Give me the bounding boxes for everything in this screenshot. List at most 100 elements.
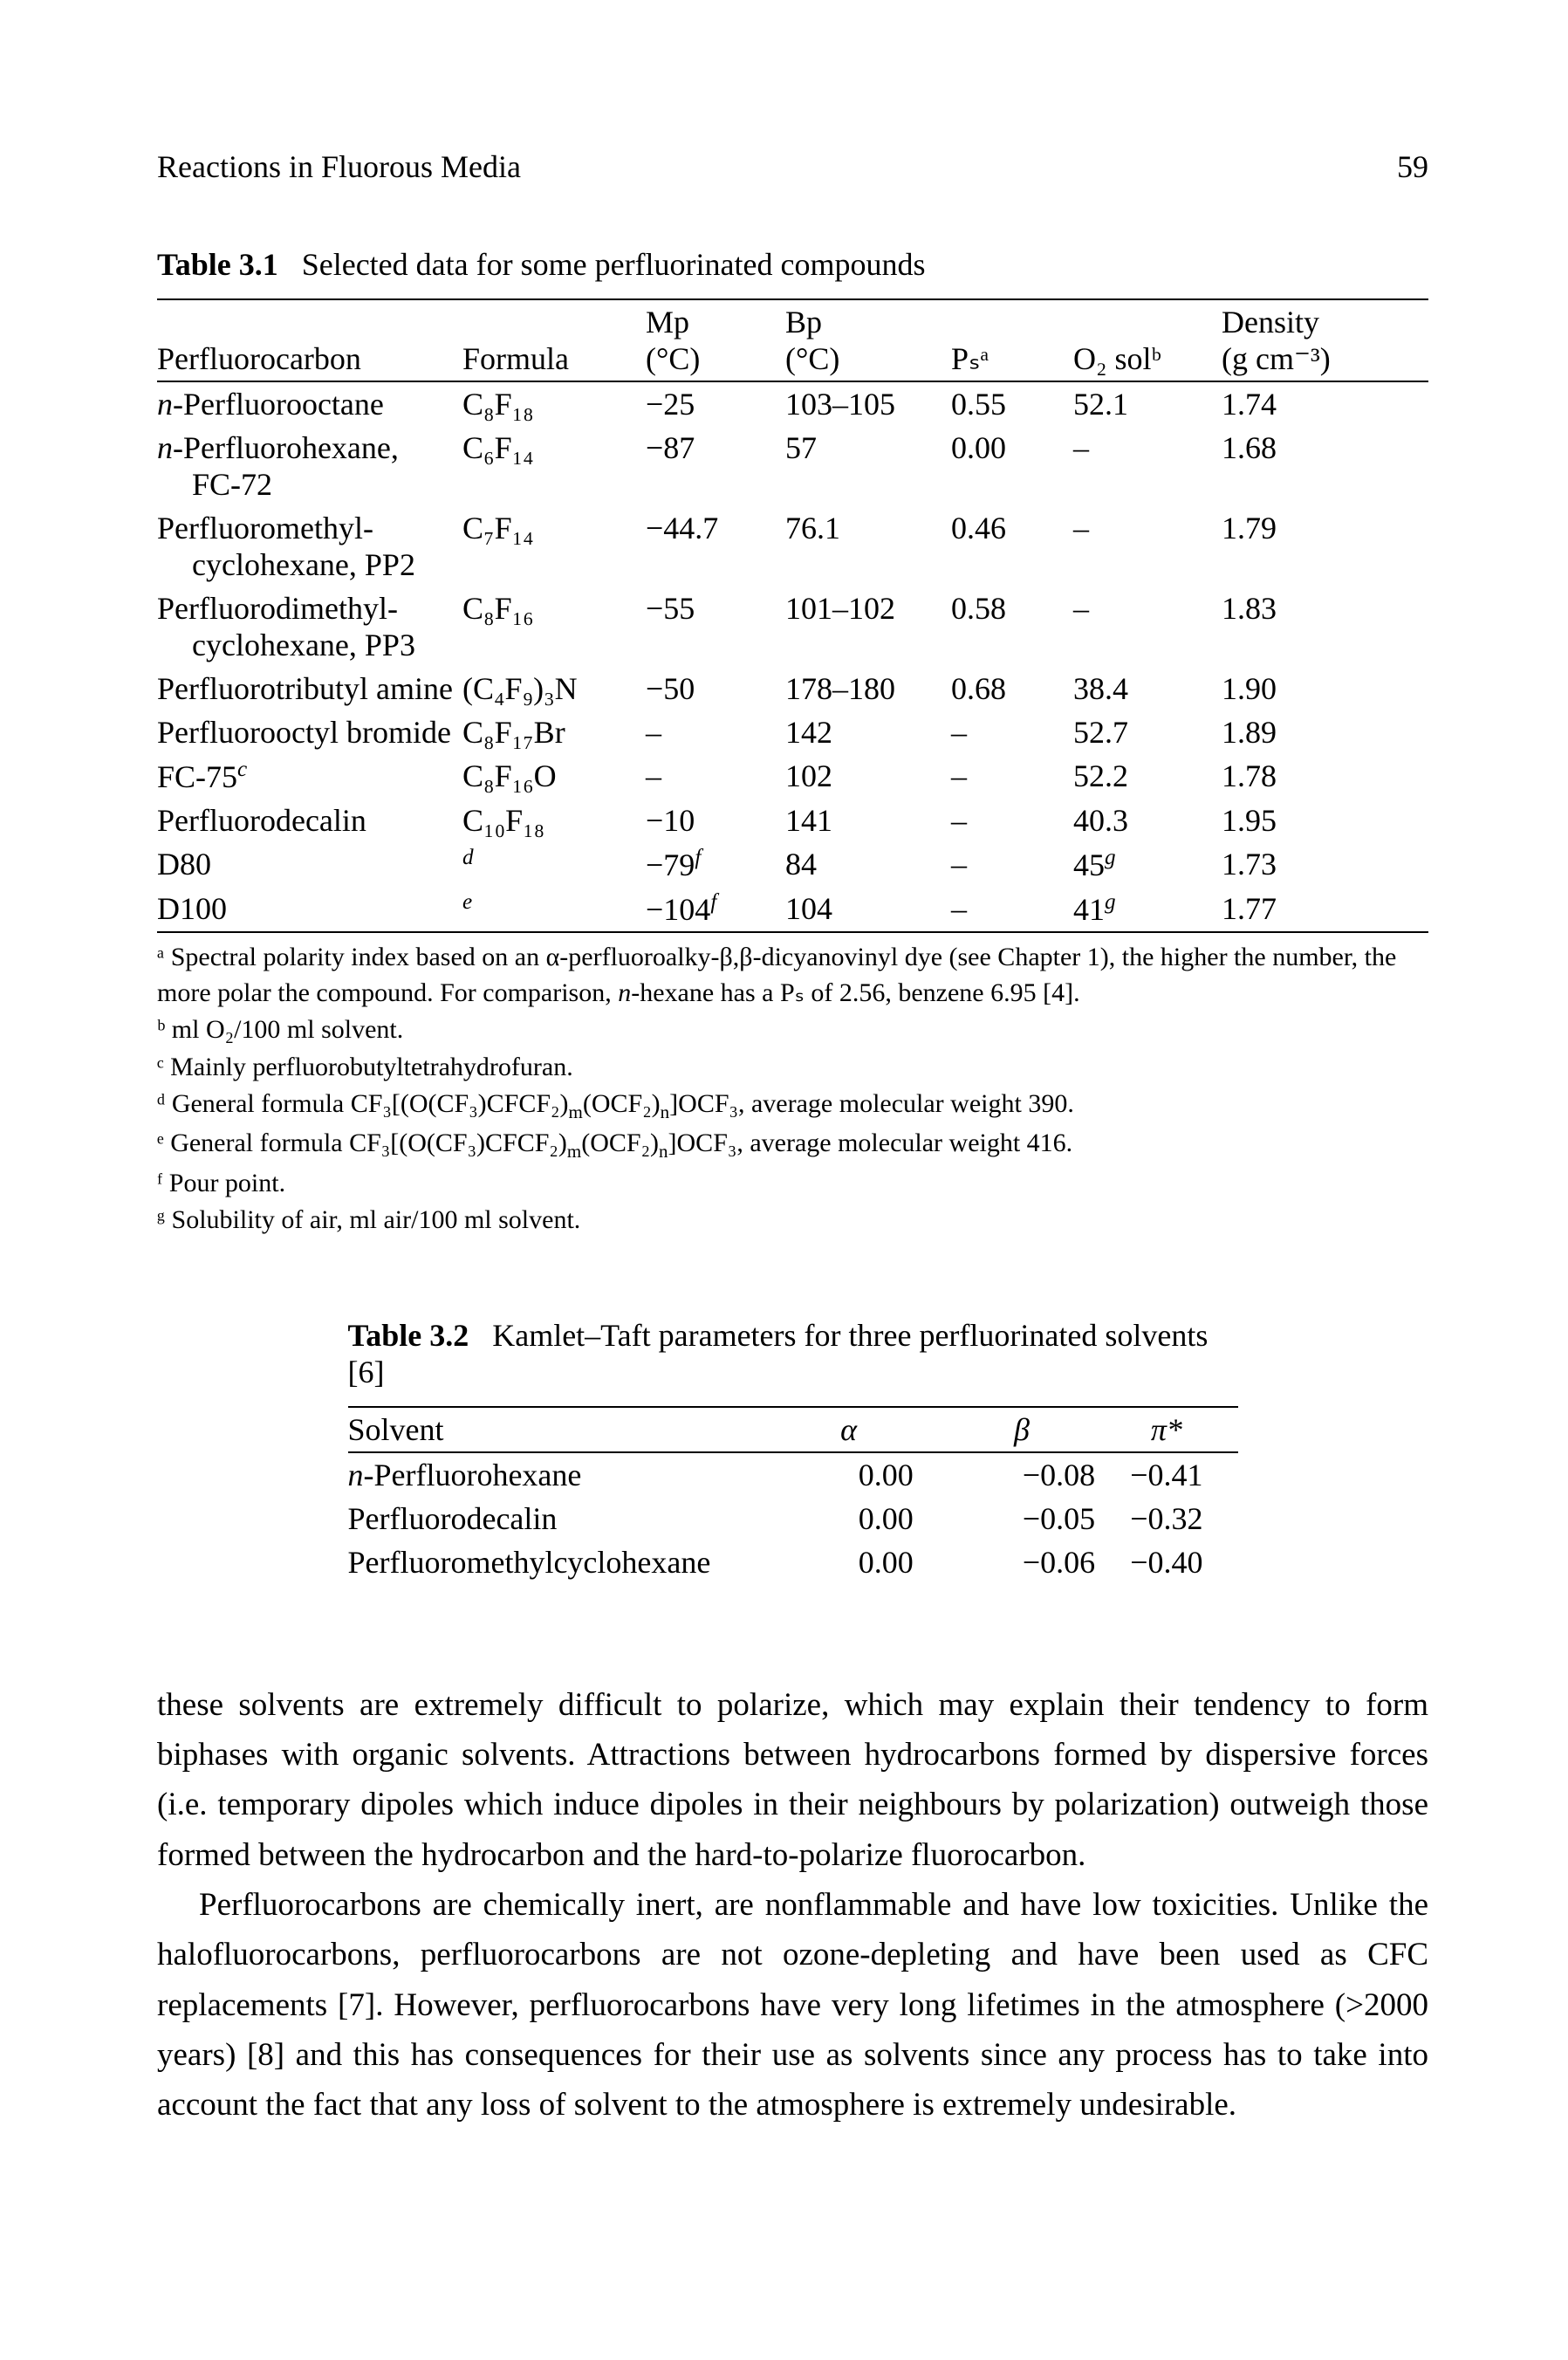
t1-ps: – (951, 799, 1073, 842)
footnote: ᶠ Pour point. (157, 1166, 1428, 1202)
t1-ps: 0.58 (951, 587, 1073, 667)
t1-ps: 0.55 (951, 381, 1073, 426)
t1-dens: 1.95 (1222, 799, 1428, 842)
t1-formula: d (462, 842, 646, 887)
t2-a: 0.00 (784, 1540, 948, 1584)
t1-mp: – (646, 754, 785, 799)
t1-mp: −25 (646, 381, 785, 426)
table1-caption: Table 3.1 Selected data for some perfluo… (157, 246, 1428, 283)
t2-p: −0.32 (1130, 1497, 1237, 1540)
t1-name: Perfluorooctyl bromide (157, 710, 462, 754)
t2-h2: β (948, 1407, 1130, 1452)
t1-dens: 1.77 (1222, 887, 1428, 932)
t2-name: Perfluoromethylcyclohexane (348, 1540, 784, 1584)
table2: Solvent α β π* n-Perfluorohexane0.00−0.0… (348, 1406, 1238, 1584)
t1-ps: – (951, 887, 1073, 932)
t1-dens: 1.78 (1222, 754, 1428, 799)
table2-caption-text: Kamlet–Taft parameters for three perfluo… (348, 1318, 1209, 1389)
table1-caption-text: Selected data for some perfluorinated co… (302, 247, 926, 282)
table-row: n-Perfluorohexane0.00−0.08−0.41 (348, 1452, 1238, 1497)
t1-dens: 1.83 (1222, 587, 1428, 667)
table-row: D80d−79f84–45g1.73 (157, 842, 1428, 887)
t1-mp: −10 (646, 799, 785, 842)
t2-b: −0.06 (948, 1540, 1130, 1584)
t2-h0: Solvent (348, 1407, 784, 1452)
footnote: ᵃ Spectral polarity index based on an α-… (157, 940, 1428, 1011)
footnote: ᵇ ml O₂/100 ml solvent. (157, 1012, 1428, 1048)
table-row: Perfluorooctyl bromideC₈F₁₇Br–142–52.71.… (157, 710, 1428, 754)
table-row: FC-75cC₈F₁₆O–102–52.21.78 (157, 754, 1428, 799)
table-row: Perfluorodimethyl-cyclohexane, PP3C₈F₁₆−… (157, 587, 1428, 667)
t2-name: Perfluorodecalin (348, 1497, 784, 1540)
t1-name: Perfluorodimethyl-cyclohexane, PP3 (157, 587, 462, 667)
t2-b: −0.05 (948, 1497, 1130, 1540)
t1-h1: Formula (462, 299, 646, 381)
t1-bp: 57 (785, 426, 951, 506)
t1-ps: – (951, 710, 1073, 754)
t1-dens: 1.73 (1222, 842, 1428, 887)
table-row: n-Perfluorohexane,FC-72C₆F₁₄−87570.00–1.… (157, 426, 1428, 506)
t1-bp: 103–105 (785, 381, 951, 426)
t1-bp: 84 (785, 842, 951, 887)
table-row: Perfluoromethylcyclohexane0.00−0.06−0.40 (348, 1540, 1238, 1584)
t1-h0: Perfluorocarbon (157, 299, 462, 381)
t1-ps: – (951, 842, 1073, 887)
t1-formula: C₆F₁₄ (462, 426, 646, 506)
footnote: ᵍ Solubility of air, ml air/100 ml solve… (157, 1203, 1428, 1238)
t1-name: Perfluorotributyl amine (157, 667, 462, 710)
table-row: Perfluorodecalin0.00−0.05−0.32 (348, 1497, 1238, 1540)
table2-label: Table 3.2 (348, 1318, 469, 1353)
t1-o2: 45g (1073, 842, 1222, 887)
t1-name: D80 (157, 842, 462, 887)
body-text: these solvents are extremely difficult t… (157, 1680, 1428, 2130)
t2-name: n-Perfluorohexane (348, 1452, 784, 1497)
table1-label: Table 3.1 (157, 247, 278, 282)
running-head-left: Reactions in Fluorous Media (157, 148, 521, 185)
t1-dens: 1.89 (1222, 710, 1428, 754)
t2-h1: α (784, 1407, 948, 1452)
t1-o2: – (1073, 426, 1222, 506)
table2-caption: Table 3.2 Kamlet–Taft parameters for thr… (348, 1317, 1238, 1390)
t1-ps: – (951, 754, 1073, 799)
t1-bp: 101–102 (785, 587, 951, 667)
t1-dens: 1.90 (1222, 667, 1428, 710)
t2-p: −0.41 (1130, 1452, 1237, 1497)
t1-name: Perfluorodecalin (157, 799, 462, 842)
t1-name: FC-75c (157, 754, 462, 799)
t2-p: −0.40 (1130, 1540, 1237, 1584)
page-number: 59 (1397, 148, 1428, 185)
t1-formula: C₈F₁₆ (462, 587, 646, 667)
t1-name: D100 (157, 887, 462, 932)
t1-formula: (C₄F₉)₃N (462, 667, 646, 710)
table-row: PerfluorodecalinC₁₀F₁₈−10141–40.31.95 (157, 799, 1428, 842)
t2-h3: π* (1130, 1407, 1237, 1452)
t1-mp: −104f (646, 887, 785, 932)
table-row: D100e−104f104–41g1.77 (157, 887, 1428, 932)
t1-mp: −79f (646, 842, 785, 887)
t1-h3: Bp(°C) (785, 299, 951, 381)
t1-mp: −44.7 (646, 506, 785, 587)
t1-o2: 52.2 (1073, 754, 1222, 799)
t1-ps: 0.00 (951, 426, 1073, 506)
t1-name: n-Perfluorooctane (157, 381, 462, 426)
t1-bp: 102 (785, 754, 951, 799)
t1-formula: e (462, 887, 646, 932)
t2-b: −0.08 (948, 1452, 1130, 1497)
t2-a: 0.00 (784, 1452, 948, 1497)
table-row: Perfluorotributyl amine(C₄F₉)₃N−50178–18… (157, 667, 1428, 710)
t1-mp: −87 (646, 426, 785, 506)
t1-o2: 52.1 (1073, 381, 1222, 426)
t1-o2: 52.7 (1073, 710, 1222, 754)
t1-o2: 38.4 (1073, 667, 1222, 710)
table-row: Perfluoromethyl-cyclohexane, PP2C₇F₁₄−44… (157, 506, 1428, 587)
t1-mp: −55 (646, 587, 785, 667)
t1-dens: 1.68 (1222, 426, 1428, 506)
t1-h5: O₂ solᵇ (1073, 299, 1222, 381)
t1-ps: 0.46 (951, 506, 1073, 587)
paragraph-2: Perfluorocarbons are chemically inert, a… (157, 1880, 1428, 2130)
t1-ps: 0.68 (951, 667, 1073, 710)
t1-dens: 1.74 (1222, 381, 1428, 426)
t1-dens: 1.79 (1222, 506, 1428, 587)
table1-footnotes: ᵃ Spectral polarity index based on an α-… (157, 940, 1428, 1238)
t1-o2: 41g (1073, 887, 1222, 932)
